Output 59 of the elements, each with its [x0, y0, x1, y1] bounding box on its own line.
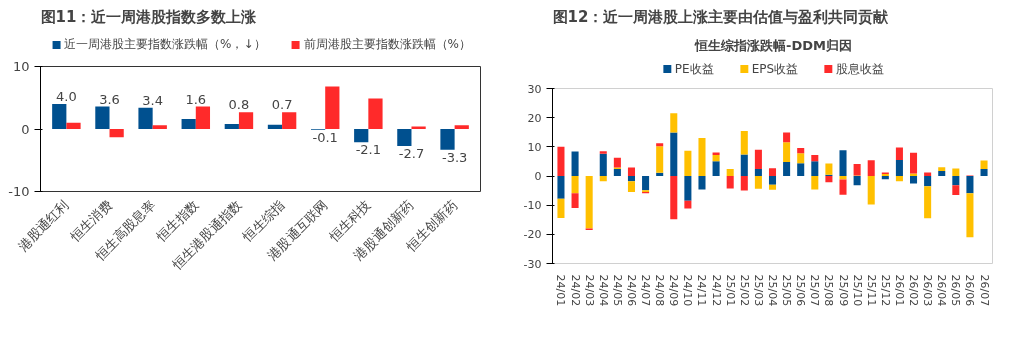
data-label: 0.8	[228, 97, 250, 113]
chart-title: 图11：近一周港股指数多数上涨	[40, 7, 258, 26]
x-tick-label: 25/04	[766, 274, 779, 307]
x-tick-label: 26/05	[949, 274, 963, 307]
legend-label: 股息收益	[836, 60, 885, 77]
x-tick-label: 25/12	[878, 274, 892, 307]
data-label: -2.1	[355, 142, 382, 158]
x-tick-label: 24/03	[582, 274, 596, 307]
x-tick-label: 24/02	[568, 274, 582, 307]
y-tick-label: 20	[527, 111, 542, 125]
y-tick-label: 10	[527, 140, 542, 154]
legend-label: 近一周港股主要指数涨跌幅（%，↓）	[64, 35, 266, 53]
data-label: -3.3	[441, 149, 468, 165]
x-tick-label: 24/10	[681, 274, 695, 307]
legend-label: PE收益	[674, 60, 714, 77]
x-tick-label: 25/05	[780, 274, 794, 307]
x-tick-label: 24/04	[596, 274, 610, 307]
x-tick-label: 26/02	[907, 274, 921, 307]
x-tick-label: 25/07	[808, 274, 822, 307]
x-tick-label: 24/09	[667, 274, 681, 307]
x-tick-label: 26/06	[963, 274, 977, 307]
x-tick-label: 26/01	[892, 274, 906, 307]
x-tick-label: 26/03	[921, 274, 935, 307]
x-tick-label: 25/11	[864, 274, 878, 307]
y-tick-label: -10	[8, 184, 30, 199]
x-tick-label: 24/11	[695, 274, 709, 307]
x-tick-label: 25/08	[822, 274, 836, 307]
data-label: -0.1	[312, 129, 338, 145]
x-tick-label: 25/01	[723, 274, 737, 307]
x-tick-label: 24/12	[709, 274, 723, 307]
y-tick-label: 30	[527, 82, 542, 96]
x-tick-label: 26/04	[935, 274, 949, 307]
x-tick-label: 24/08	[653, 274, 667, 307]
y-tick-label: -10	[523, 199, 542, 213]
data-label: 3.6	[99, 91, 120, 107]
y-tick-label: -30	[523, 257, 542, 271]
data-label: 0.7	[271, 97, 293, 113]
x-tick-label: 24/07	[639, 274, 653, 307]
chart-subtitle: 恒生综指涨跌幅-DDM归因	[694, 37, 852, 53]
y-tick-label: 0	[534, 170, 542, 183]
data-label: 1.6	[185, 91, 207, 107]
x-tick-label: 25/03	[751, 274, 765, 307]
x-tick-label: 24/05	[610, 274, 624, 307]
x-tick-label: 24/01	[554, 274, 568, 307]
data-label: -2.7	[398, 145, 425, 161]
legend-label: EPS收益	[751, 60, 799, 77]
x-tick-label: 25/10	[850, 274, 864, 307]
x-tick-label: 25/02	[737, 274, 751, 307]
y-tick-label: -20	[523, 228, 542, 242]
x-tick-label: 26/07	[977, 274, 991, 307]
x-tick-label: 25/09	[836, 274, 850, 307]
chart-title: 图12：近一周港股上涨主要由估值与盈利共同贡献	[552, 7, 890, 26]
data-label: 4.0	[56, 89, 77, 104]
x-tick-label: 24/06	[624, 274, 638, 307]
y-tick-label: 0	[21, 121, 30, 137]
y-tick-label: 10	[12, 59, 30, 74]
x-tick-label: 25/06	[794, 274, 808, 307]
legend-label: 前周港股主要指数涨跌幅（%）	[303, 35, 471, 53]
data-label: 3.4	[142, 92, 164, 108]
